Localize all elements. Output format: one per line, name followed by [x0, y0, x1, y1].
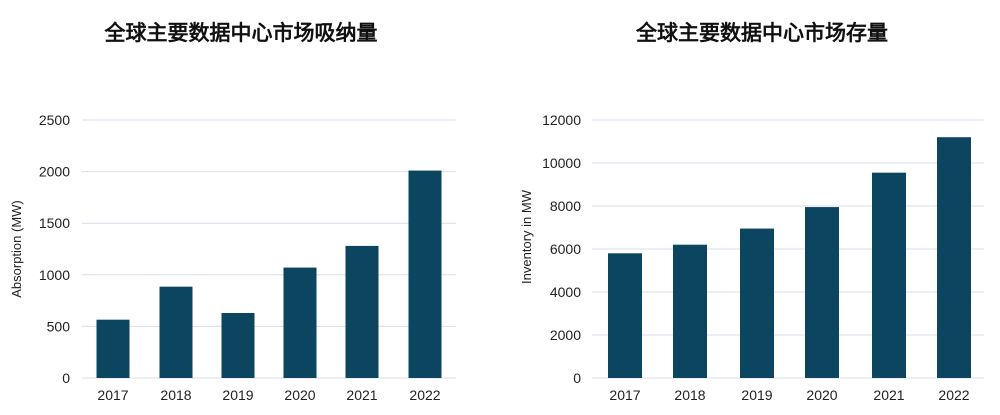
left-y-tick-label: 1000 [39, 267, 70, 283]
right-x-tick-label: 2017 [609, 387, 640, 403]
left-y-tick-label: 2500 [39, 112, 70, 128]
left-y-tick-label: 0 [62, 370, 70, 386]
right-x-tick-label: 2018 [674, 387, 705, 403]
left-y-tick-label: 500 [47, 318, 71, 334]
right-bar-2017 [608, 253, 642, 378]
plot-layer: 0 500 1000 1500 2000 2500 2017 2018 2019 2020 2021… [39, 112, 984, 403]
left-x-tick-label: 2017 [97, 387, 128, 403]
right-y-tick-label: 6000 [550, 241, 581, 257]
right-bar-2020 [805, 207, 839, 378]
right-y-axis-label: Inventory in MW [519, 189, 534, 284]
left-x-tick-label: 2021 [346, 387, 377, 403]
right-y-tick-label: 8000 [550, 198, 581, 214]
right-y-tick-label: 12000 [542, 112, 581, 128]
right-x-tick-label: 2021 [873, 387, 904, 403]
right-y-tick-label: 0 [573, 370, 581, 386]
left-x-tick-label: 2019 [222, 387, 253, 403]
right-chart-title: 全球主要数据中心市场存量 [635, 21, 888, 45]
left-bar-2020 [283, 267, 317, 378]
right-bar-2021 [872, 172, 906, 378]
left-bar-2019 [221, 312, 255, 378]
right-bar-2019 [740, 228, 774, 378]
right-bar-2022 [937, 137, 971, 378]
left-chart-title: 全球主要数据中心市场吸纳量 [104, 21, 378, 45]
left-bar-2018 [159, 286, 193, 378]
left-y-axis-label: Absorption (MW) [9, 200, 24, 298]
right-y-tick-label: 2000 [550, 327, 581, 343]
left-y-tick-label: 1500 [39, 215, 70, 231]
right-x-tick-label: 2022 [938, 387, 969, 403]
left-bar-2017 [96, 319, 130, 378]
left-x-tick-label: 2022 [409, 387, 440, 403]
right-y-tick-label: 10000 [542, 155, 581, 171]
right-x-tick-label: 2019 [741, 387, 772, 403]
right-bar-2018 [673, 244, 707, 378]
left-bar-2022 [408, 170, 442, 378]
right-x-tick-label: 2020 [806, 387, 837, 403]
right-y-tick-label: 4000 [550, 284, 581, 300]
left-y-tick-label: 2000 [39, 164, 70, 180]
left-bar-2021 [345, 245, 379, 378]
left-x-tick-label: 2018 [160, 387, 191, 403]
left-x-tick-label: 2020 [284, 387, 315, 403]
